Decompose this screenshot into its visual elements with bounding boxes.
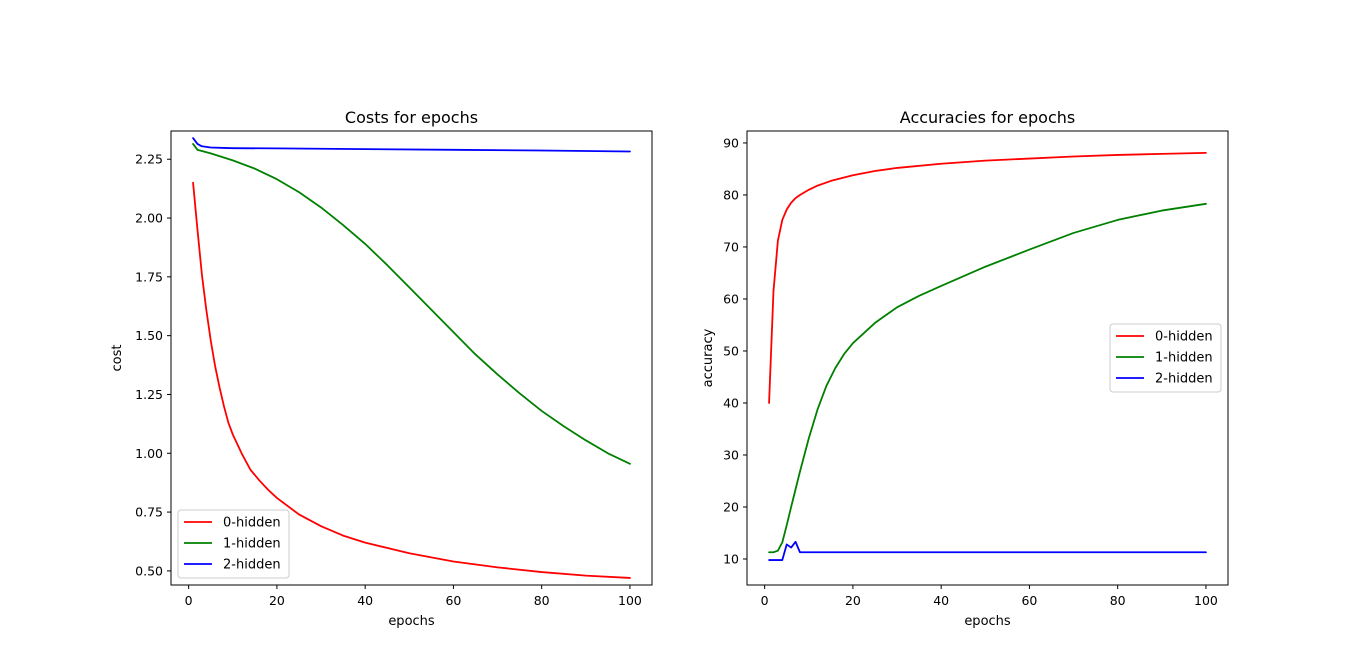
accuracy-ytick-label: 70 (723, 239, 739, 254)
accuracy-legend-label-0-hidden: 0-hidden (1155, 330, 1213, 345)
cost-ytick-label: 2.00 (135, 211, 163, 226)
cost-ytick-label: 1.50 (135, 328, 163, 343)
accuracy-ytick-label: 30 (723, 447, 739, 462)
cost-axes-frame (170, 130, 653, 586)
cost-ytick-label: 2.25 (135, 152, 163, 167)
cost-xtick-label: 80 (534, 593, 550, 608)
accuracy-ytick-label: 40 (723, 395, 739, 410)
cost-series-group (192, 137, 631, 579)
accuracy-ytick-label: 50 (723, 343, 739, 358)
cost-xtick-label: 20 (269, 593, 285, 608)
cost-chart: 0 20 40 60 80 100 0.50 0.75 1.00 1.25 1.50 1.75 2.00… (110, 108, 653, 629)
cost-series-line-1-hidden (192, 143, 631, 465)
cost-xtick-label: 0 (185, 593, 193, 608)
accuracy-legend: 0-hidden 1-hidden 2-hidden (1109, 323, 1222, 393)
accuracy-ytick-label: 20 (723, 499, 739, 514)
accuracy-xtick-label: 100 (1194, 593, 1218, 608)
cost-series-line-0-hidden (192, 181, 631, 579)
accuracy-ytick-label: 80 (723, 187, 739, 202)
cost-legend-box (177, 509, 290, 579)
cost-xtick-label: 100 (618, 593, 642, 608)
accuracy-series-group (768, 151, 1207, 561)
accuracy-legend-box (1109, 323, 1222, 393)
cost-ytick-label: 1.00 (135, 446, 163, 461)
accuracy-series-line-2-hidden (768, 540, 1207, 561)
accuracy-ytick-label: 90 (723, 135, 739, 150)
cost-series-line-2-hidden (192, 137, 631, 153)
cost-legend-label-1-hidden: 1-hidden (223, 537, 281, 552)
accuracy-xaxis-label: epochs (964, 614, 1011, 629)
accuracy-xtick-label: 40 (933, 593, 949, 608)
accuracy-series-line-1-hidden (768, 202, 1207, 554)
accuracy-xtick-label: 60 (1021, 593, 1037, 608)
cost-xtick-label: 40 (357, 593, 373, 608)
cost-xtick-label: 60 (445, 593, 461, 608)
cost-yaxis-label: cost (110, 345, 125, 372)
accuracy-ytick-label: 60 (723, 291, 739, 306)
accuracy-xtick-label: 80 (1110, 593, 1126, 608)
cost-legend-label-0-hidden: 0-hidden (223, 516, 281, 531)
accuracy-series-line-0-hidden (768, 151, 1207, 404)
cost-ytick-label: 0.75 (135, 505, 163, 520)
cost-legend-label-2-hidden: 2-hidden (223, 558, 281, 573)
cost-legend: 0-hidden 1-hidden 2-hidden (177, 509, 290, 579)
accuracy-ytick-label: 10 (723, 551, 739, 566)
accuracy-xtick-label: 20 (845, 593, 861, 608)
accuracy-chart: 0 20 40 60 80 100 10 20 30 40 50 60 70 80 90 Accuracies… (701, 108, 1229, 629)
cost-chart-title: Costs for epochs (345, 108, 478, 127)
cost-ytick-label: 0.50 (135, 563, 163, 578)
cost-ytick-label: 1.75 (135, 269, 163, 284)
accuracy-yaxis-label: accuracy (701, 328, 716, 387)
cost-ytick-label: 1.25 (135, 387, 163, 402)
accuracy-legend-label-2-hidden: 2-hidden (1155, 372, 1213, 387)
cost-xaxis-label: epochs (388, 614, 435, 629)
accuracy-axes-frame (746, 130, 1229, 586)
accuracy-xtick-label: 0 (761, 593, 769, 608)
accuracy-legend-label-1-hidden: 1-hidden (1155, 351, 1213, 366)
accuracy-chart-title: Accuracies for epochs (900, 108, 1075, 127)
